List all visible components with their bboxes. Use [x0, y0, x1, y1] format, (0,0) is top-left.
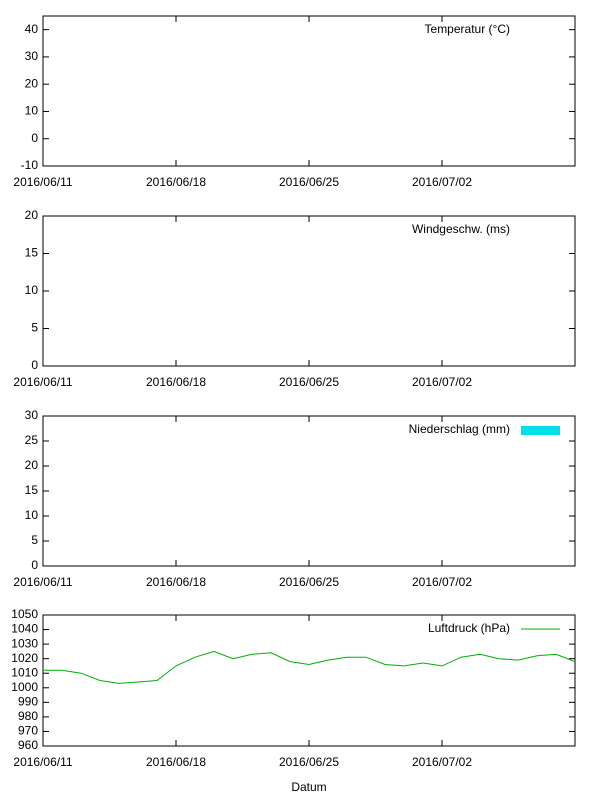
y-tick-label: 960	[18, 738, 38, 752]
x-tick-label: 2016/06/18	[146, 175, 206, 189]
x-tick-label: 2016/06/25	[279, 375, 339, 389]
x-tick-label: 2016/07/02	[412, 175, 472, 189]
x-tick-label: 2016/07/02	[412, 755, 472, 769]
legend-label: Niederschlag (mm)	[409, 422, 510, 436]
legend-label: Luftdruck (hPa)	[428, 621, 510, 635]
x-tick-label: 2016/06/11	[13, 175, 72, 189]
y-tick-label: 970	[18, 724, 38, 738]
y-tick-label: 15	[25, 483, 39, 497]
y-tick-label: 40	[25, 22, 39, 36]
y-tick-label: 5	[31, 533, 38, 547]
y-tick-label: 1040	[11, 622, 38, 636]
x-tick-label: 2016/06/11	[13, 755, 72, 769]
x-tick-label: 2016/06/18	[146, 755, 206, 769]
legend-label: Windgeschw. (ms)	[412, 222, 510, 236]
plot-frame	[42, 15, 576, 167]
x-tick-label: 2016/06/18	[146, 575, 206, 589]
y-tick-label: 0	[31, 558, 38, 572]
data-line	[43, 650, 576, 684]
y-tick-label: 0	[31, 131, 38, 145]
y-tick-label: 20	[25, 458, 39, 472]
x-tick-label: 2016/06/25	[279, 575, 339, 589]
y-tick-label: 980	[18, 709, 38, 723]
plot-frame	[42, 215, 576, 367]
x-tick-label: 2016/06/11	[13, 575, 72, 589]
y-tick-label: 1010	[11, 665, 38, 679]
x-tick-label: 2016/07/02	[412, 375, 472, 389]
y-tick-label: 1050	[11, 607, 38, 621]
y-tick-label: 10	[25, 104, 39, 118]
y-tick-label: 0	[31, 358, 38, 372]
y-tick-label: 1000	[11, 680, 38, 694]
y-tick-label: 20	[25, 208, 39, 222]
x-axis-label: Datum	[291, 780, 326, 794]
plot-frame	[42, 415, 576, 567]
y-tick-label: 25	[25, 433, 39, 447]
y-tick-label: 990	[18, 695, 38, 709]
y-tick-label: 1020	[11, 651, 38, 665]
x-tick-label: 2016/06/18	[146, 375, 206, 389]
y-tick-label: 30	[25, 408, 39, 422]
y-tick-label: 10	[25, 508, 39, 522]
legend-swatch	[521, 426, 560, 435]
y-tick-label: 20	[25, 76, 39, 90]
y-tick-label: 1030	[11, 636, 38, 650]
legend-label: Temperatur (°C)	[425, 22, 510, 36]
x-tick-label: 2016/06/25	[279, 755, 339, 769]
x-tick-label: 2016/06/11	[13, 375, 72, 389]
y-tick-label: 5	[31, 321, 38, 335]
y-tick-label: 15	[25, 246, 39, 260]
y-tick-label: 30	[25, 49, 39, 63]
x-tick-label: 2016/06/25	[279, 175, 339, 189]
x-tick-label: 2016/07/02	[412, 575, 472, 589]
y-tick-label: -10	[21, 158, 39, 172]
y-tick-label: 10	[25, 283, 39, 297]
